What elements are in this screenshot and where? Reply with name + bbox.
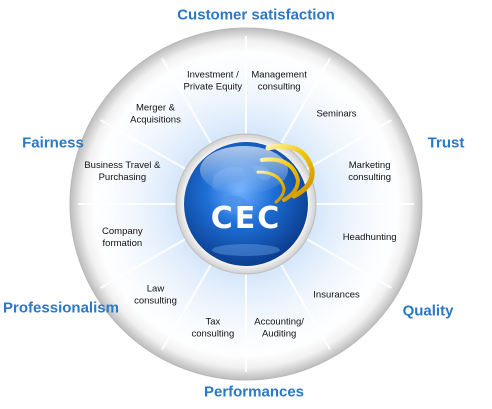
value-performances: Performances <box>203 383 305 401</box>
service-line: Management <box>251 69 307 80</box>
service-line: Investment / <box>187 69 239 80</box>
service-line: consulting <box>348 172 391 183</box>
service-line: Auditing <box>262 329 296 340</box>
divider-spoke <box>280 58 331 144</box>
value-trust: Trust <box>427 134 465 152</box>
service-law-consulting: Law consulting <box>134 284 177 307</box>
service-line: consulting <box>258 81 301 92</box>
service-headhunting: Headhunting <box>343 232 397 243</box>
service-line: Merger & <box>136 102 176 113</box>
divider-spoke <box>161 264 212 350</box>
value-quality: Quality <box>402 302 454 320</box>
service-company-formation: Company formation <box>102 226 143 249</box>
service-seminars: Seminars <box>316 108 356 119</box>
hub-shine <box>200 146 288 194</box>
divider-spoke <box>100 119 186 170</box>
service-line: Company <box>102 226 143 237</box>
service-line: Accounting/ <box>254 317 304 328</box>
service-line: Insurances <box>313 290 360 301</box>
service-marketing-consulting: Marketing consulting <box>348 160 391 183</box>
divider-spoke <box>306 119 392 170</box>
service-insurances: Insurances <box>313 290 360 301</box>
value-professionalism: Professionalism <box>3 299 119 317</box>
service-line: Law <box>147 284 165 295</box>
divider-spoke <box>100 238 186 289</box>
divider-spokes <box>78 36 414 372</box>
orbit-swooshes-icon <box>256 143 315 204</box>
service-line: formation <box>103 238 143 249</box>
service-line: consulting <box>191 329 234 340</box>
service-line: Private Equity <box>184 81 243 92</box>
service-line: consulting <box>134 296 177 307</box>
service-merger-acquisitions: Merger & Acquisitions <box>130 102 181 125</box>
service-business-travel: Business Travel & Purchasing <box>84 160 161 183</box>
service-line: Purchasing <box>99 172 147 183</box>
value-fairness: Fairness <box>22 134 84 152</box>
service-investment-private-equity: Investment / Private Equity <box>184 69 243 92</box>
service-tax-consulting: Tax consulting <box>191 317 234 340</box>
service-management-consulting: Management consulting <box>251 69 307 92</box>
divider-spoke <box>306 238 392 289</box>
hub-reflection <box>212 244 280 256</box>
service-line: Marketing <box>349 160 391 171</box>
service-line: Seminars <box>316 108 356 119</box>
service-line: Acquisitions <box>130 114 181 125</box>
service-line: Headhunting <box>343 232 397 243</box>
service-accounting-auditing: Accounting/Auditing <box>254 317 304 340</box>
service-line: Business Travel & <box>84 160 161 171</box>
hub-logo-text: CEC <box>211 201 282 236</box>
service-line: Tax <box>205 317 220 328</box>
value-customer-satisfaction: Customer satisfaction <box>177 6 335 24</box>
divider-spoke <box>280 264 331 350</box>
divider-spoke <box>161 58 212 144</box>
